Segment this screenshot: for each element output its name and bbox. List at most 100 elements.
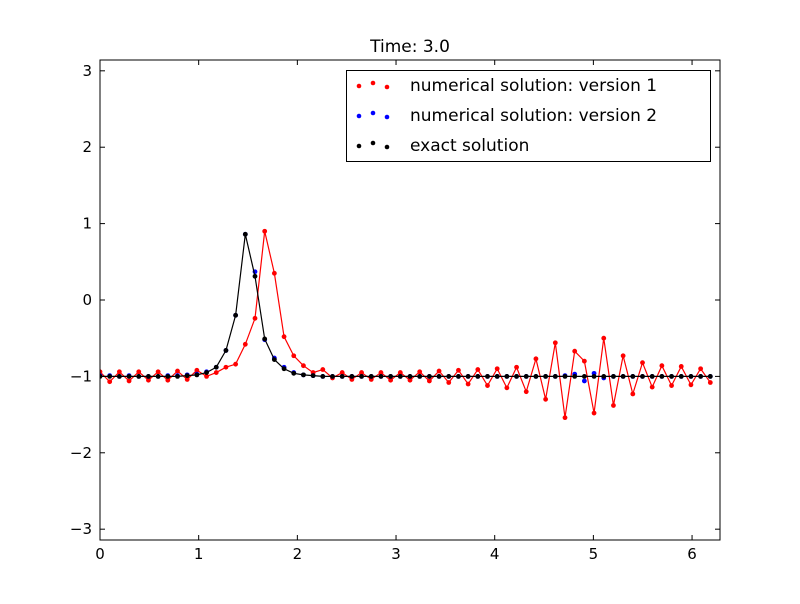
data-point (378, 373, 384, 379)
data-point (485, 373, 490, 379)
chart-title: Time: 3.0 (369, 37, 450, 57)
y-tick-label: 3 (82, 62, 92, 80)
data-point (688, 373, 694, 379)
data-point (669, 373, 674, 379)
data-point (485, 383, 490, 388)
data-point (620, 373, 626, 379)
data-point (194, 372, 200, 378)
data-point (523, 373, 529, 379)
data-point (252, 315, 258, 321)
data-point (572, 373, 578, 379)
data-point (330, 373, 335, 379)
data-point (552, 340, 558, 346)
data-point (601, 335, 607, 341)
data-point (320, 367, 326, 372)
data-point (378, 370, 384, 375)
data-point (223, 364, 229, 370)
data-point (640, 373, 645, 379)
data-point (630, 373, 636, 379)
data-point (184, 377, 190, 382)
legend-label-version-1: numerical solution: version 1 (410, 76, 657, 96)
data-point (281, 334, 287, 340)
legend-label-version-2: numerical solution: version 2 (410, 106, 657, 126)
data-point (194, 367, 200, 373)
y-tick-label: −3 (70, 520, 92, 538)
series-layer (100, 228, 713, 421)
data-point (397, 370, 403, 375)
data-point (591, 373, 597, 379)
series-line (100, 234, 711, 377)
x-tick-label: 5 (589, 545, 599, 563)
data-point (572, 348, 578, 354)
y-tick-label: −1 (70, 367, 92, 385)
data-point (640, 360, 645, 366)
data-point (465, 373, 471, 379)
data-point (669, 383, 674, 388)
legend: numerical solution: version 1 numerical … (346, 70, 711, 162)
legend-entry-version-2: numerical solution: version 2 (356, 106, 657, 126)
x-tick-label: 1 (194, 545, 204, 563)
data-point (165, 377, 171, 383)
data-point (543, 396, 549, 402)
data-point (165, 373, 171, 379)
data-point (436, 368, 442, 374)
data-point (514, 373, 519, 379)
data-point (310, 373, 316, 379)
y-axis: −3 −2 −1 0 1 2 3 (70, 62, 720, 538)
data-point (291, 353, 297, 359)
x-tick-label: 0 (95, 545, 105, 563)
data-point (581, 378, 587, 384)
data-point (301, 363, 306, 369)
y-tick-label: −2 (70, 444, 92, 462)
data-point (359, 373, 364, 379)
data-point (116, 369, 122, 375)
y-tick-label: 0 (82, 291, 92, 309)
legend-marker (356, 83, 362, 89)
legend-marker (356, 113, 362, 119)
data-point (262, 336, 268, 342)
data-point (649, 384, 655, 390)
data-point (456, 367, 461, 373)
data-point (649, 373, 655, 379)
data-point (252, 273, 258, 279)
legend-marker (370, 110, 376, 116)
data-point (533, 356, 539, 362)
data-point (494, 373, 500, 379)
data-point (136, 369, 142, 375)
data-point (581, 358, 587, 364)
data-point (446, 380, 452, 385)
data-point (126, 378, 132, 384)
data-point (100, 369, 103, 375)
data-point (407, 373, 413, 379)
data-point (146, 373, 151, 379)
data-point (678, 373, 684, 379)
data-point (562, 415, 568, 421)
data-point (175, 373, 180, 379)
legend-marker (370, 140, 376, 146)
x-tick-label: 6 (687, 545, 697, 563)
data-point (688, 382, 694, 388)
x-tick-label: 3 (391, 545, 401, 563)
data-point (659, 373, 665, 379)
data-point (707, 373, 713, 379)
data-point (204, 370, 209, 375)
data-point (465, 381, 471, 387)
data-point (456, 373, 461, 379)
data-point (213, 364, 219, 370)
data-point (184, 373, 190, 379)
data-point (426, 373, 432, 379)
legend-entry-exact: exact solution (356, 136, 529, 156)
data-point (339, 370, 345, 375)
y-tick-label: 1 (82, 215, 92, 233)
data-point (359, 370, 364, 375)
data-point (426, 378, 432, 384)
data-point (116, 373, 122, 379)
y-tick-label: 2 (82, 138, 92, 156)
x-tick-label: 2 (293, 545, 303, 563)
data-point (388, 373, 394, 379)
data-point (475, 373, 481, 379)
x-axis: 0 1 2 3 4 5 6 (95, 60, 697, 563)
data-point (233, 312, 239, 318)
